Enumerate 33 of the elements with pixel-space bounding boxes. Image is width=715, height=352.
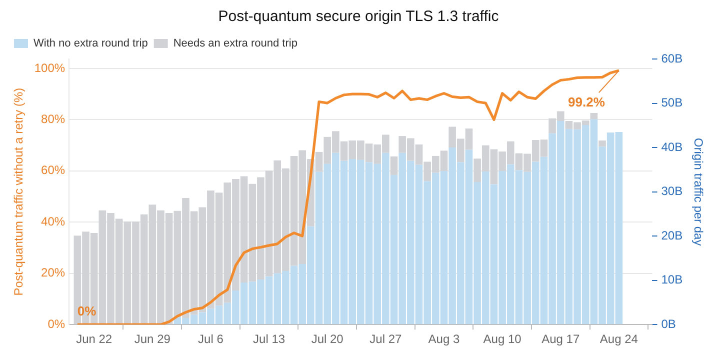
annotation: 99.2% — [568, 94, 606, 110]
bar — [590, 113, 598, 120]
y2-tick-label: 10B — [661, 272, 683, 287]
x-tick-label: Aug 24 — [600, 332, 638, 346]
annotation: 0% — [77, 304, 97, 319]
y2-tick-label: 30B — [661, 184, 683, 198]
y2-tick-label: 20B — [661, 228, 683, 242]
y2-tick-label: 0B — [661, 316, 676, 331]
x-tick-label: Jun 22 — [76, 332, 112, 346]
x-tick-label: Aug 3 — [428, 332, 460, 346]
bar — [390, 156, 398, 175]
y-tick-label: 0% — [48, 316, 66, 331]
x-tick-label: Aug 10 — [483, 332, 522, 346]
y2-tick-label: 40B — [661, 140, 683, 154]
y-tick-label: 100% — [34, 60, 66, 75]
y2-tick-label: 50B — [661, 96, 683, 110]
x-tick-label: Jul 13 — [253, 332, 286, 346]
y-tick-label: 40% — [41, 214, 66, 228]
legend-label: Needs an extra round trip — [173, 38, 298, 50]
x-tick-label: Jul 20 — [311, 332, 344, 346]
bar — [598, 140, 606, 147]
x-tick-label: Jul 6 — [198, 332, 224, 346]
y2-tick-label: 60B — [661, 51, 683, 66]
x-tick-label: Jun 29 — [134, 332, 171, 346]
y-tick-label: 60% — [41, 163, 66, 178]
x-tick-label: Jul 27 — [370, 332, 402, 346]
y2-axis-title: Origin traffic per day — [691, 138, 706, 246]
y-tick-label: 20% — [41, 266, 66, 280]
x-tick-label: Aug 17 — [542, 332, 580, 346]
chart-title: Post-quantum secure origin TLS 1.3 traffic — [218, 8, 500, 26]
y-tick-label: 80% — [41, 112, 66, 126]
y-axis-title: Post-quantum traffic without a retry (%) — [12, 88, 26, 296]
legend-label: With no extra round trip — [34, 38, 148, 50]
